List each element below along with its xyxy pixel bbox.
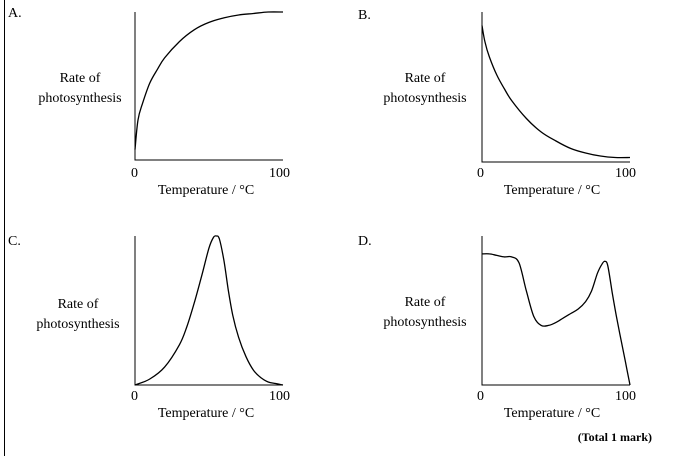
- option-label-b: B.: [358, 8, 371, 23]
- option-label-c: C.: [8, 234, 21, 249]
- option-label-a: A.: [8, 6, 22, 21]
- axes-d: [481, 236, 630, 386]
- axes-a: [134, 12, 283, 161]
- option-label-d: D.: [358, 234, 372, 249]
- series-line-b-0: [481, 25, 631, 159]
- series-line-d-0: [481, 253, 631, 386]
- x-axis-label-a: Temperature / °C: [157, 183, 255, 198]
- y-axis-label-b-line2: photosynthesis: [383, 91, 467, 106]
- y-axis-label-b-line1: Rate of: [404, 71, 446, 86]
- x-tick-label-a-100: 100: [269, 166, 290, 181]
- x-tick-label-c-100: 100: [269, 389, 290, 404]
- y-axis-label-c: Rate of photosynthesis: [18, 295, 138, 335]
- y-axis-label-c-line2: photosynthesis: [36, 317, 120, 332]
- series-line-a-0: [134, 11, 284, 150]
- x-tick-label-b-0: 0: [477, 166, 484, 181]
- y-axis-label-a-line2: photosynthesis: [38, 91, 122, 106]
- total-marks: (Total 1 mark): [577, 430, 652, 444]
- x-tick-label-a-0: 0: [131, 166, 138, 181]
- series-line-c-0: [134, 235, 284, 386]
- left-margin-rule: [4, 0, 5, 456]
- y-axis-label-b: Rate of photosynthesis: [365, 69, 485, 109]
- y-axis-label-a: Rate of photosynthesis: [20, 69, 140, 109]
- axes-c: [134, 236, 283, 386]
- axes-b: [481, 12, 630, 163]
- y-axis-label-c-line1: Rate of: [57, 297, 99, 312]
- x-tick-label-b-100: 100: [615, 166, 636, 181]
- x-axis-label-b: Temperature / °C: [503, 183, 601, 198]
- y-axis-label-d-line2: photosynthesis: [383, 315, 467, 330]
- y-axis-label-a-line1: Rate of: [59, 71, 101, 86]
- x-tick-label-c-0: 0: [131, 389, 138, 404]
- x-axis-label-c: Temperature / °C: [157, 406, 255, 421]
- y-axis-label-d: Rate of photosynthesis: [365, 293, 485, 333]
- x-axis-label-d: Temperature / °C: [503, 406, 601, 421]
- y-axis-label-d-line1: Rate of: [404, 295, 446, 310]
- x-tick-label-d-0: 0: [477, 389, 484, 404]
- x-tick-label-d-100: 100: [615, 389, 636, 404]
